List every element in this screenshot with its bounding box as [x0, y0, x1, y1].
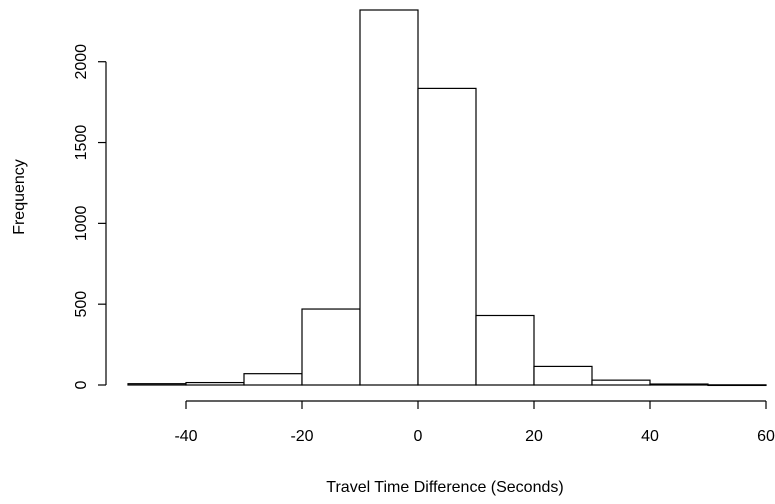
- histogram-bar: [127, 383, 187, 386]
- x-axis: -40 -20 0 20 40 60: [174, 400, 775, 445]
- histogram-bar: [301, 308, 361, 386]
- y-tick-label: 1500: [73, 125, 90, 161]
- y-tick-label: 0: [73, 380, 90, 389]
- histogram-bar: [707, 384, 767, 387]
- y-tick-label: 2000: [73, 44, 90, 80]
- histogram-bar: [649, 383, 709, 386]
- x-tick-label: -40: [174, 428, 197, 445]
- histogram-bar: [417, 87, 477, 386]
- x-axis-title: Travel Time Difference (Seconds): [326, 479, 563, 496]
- histogram-bar: [359, 9, 419, 386]
- x-tick-label: 0: [414, 428, 423, 445]
- histogram-bar: [185, 381, 245, 386]
- x-tick-label: -20: [290, 428, 313, 445]
- histogram-bar: [475, 314, 535, 386]
- x-tick-label: 60: [757, 428, 775, 445]
- y-axis-title: Frequency: [11, 159, 28, 235]
- y-axis: 0 500 1000 1500 2000: [73, 44, 107, 389]
- x-tick-label: 20: [525, 428, 543, 445]
- y-tick-label: 1000: [73, 205, 90, 241]
- x-tick-label: 40: [641, 428, 659, 445]
- histogram-bar: [533, 365, 593, 386]
- histogram-bar: [243, 373, 303, 386]
- y-tick-label: 500: [73, 291, 90, 318]
- histogram-bar: [591, 379, 651, 386]
- bars-group: [127, 9, 767, 387]
